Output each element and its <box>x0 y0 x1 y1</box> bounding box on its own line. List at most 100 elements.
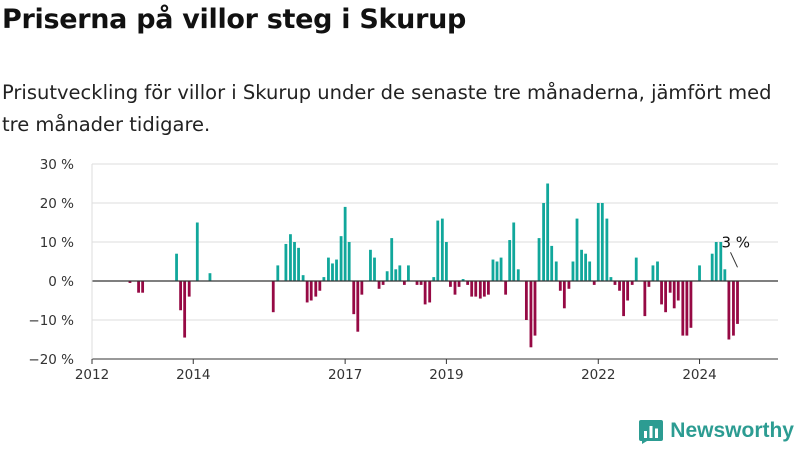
x-tick: 2022 <box>581 359 615 383</box>
price-change-bar-chart: 2012 2014 2017 2019 2022 2024 −20 % −10 % 0 % 10… <box>28 157 778 383</box>
bar <box>432 277 436 281</box>
y-tick: −20 % <box>28 352 74 368</box>
bar <box>457 281 461 287</box>
bar <box>681 281 685 336</box>
y-tick-label: 20 % <box>40 196 74 212</box>
bar <box>727 281 731 340</box>
y-tick-label: 10 % <box>40 235 74 251</box>
bar <box>596 203 600 281</box>
bar <box>322 277 326 281</box>
bar <box>495 261 499 281</box>
bar <box>550 245 554 281</box>
bar <box>428 281 432 303</box>
bar <box>609 277 613 281</box>
bar <box>580 249 583 281</box>
bar <box>179 281 182 311</box>
bar <box>377 281 381 289</box>
bar <box>588 261 592 281</box>
bar <box>407 265 410 281</box>
bar <box>664 281 668 313</box>
x-axis: 2012 2014 2017 2019 2022 2024 <box>75 358 778 383</box>
bar <box>195 222 199 281</box>
bar <box>331 263 334 281</box>
x-tick-label: 2024 <box>682 367 716 383</box>
y-tick: 10 % <box>40 235 74 251</box>
x-tick: 2014 <box>176 359 210 383</box>
bar <box>385 271 389 281</box>
bar <box>584 253 588 281</box>
bar <box>352 281 356 315</box>
bar <box>542 203 545 281</box>
bar <box>137 281 140 293</box>
bar <box>369 249 372 281</box>
bar <box>335 259 338 281</box>
bar <box>390 238 394 281</box>
bar <box>533 281 537 336</box>
bar <box>723 269 727 281</box>
bar <box>668 281 672 293</box>
bar <box>710 253 714 281</box>
bar <box>128 281 132 283</box>
bar <box>141 281 145 293</box>
page-subtitle: Prisutveckling för villor i Skurup under… <box>2 81 772 136</box>
bar <box>293 242 296 281</box>
bar <box>289 234 292 281</box>
bar <box>423 281 427 305</box>
bar <box>672 281 676 309</box>
bar <box>592 281 596 285</box>
bar <box>314 281 318 297</box>
bar <box>402 281 406 285</box>
bar <box>297 247 300 281</box>
x-tick: 2017 <box>328 359 362 383</box>
newsworthy-logo: Newsworthy <box>638 418 794 444</box>
bar <box>440 218 444 281</box>
grid-lines <box>92 163 778 360</box>
bar <box>575 218 579 281</box>
bar <box>461 279 465 281</box>
bar <box>360 281 364 295</box>
x-tick-label: 2019 <box>429 367 463 383</box>
bar <box>398 265 402 281</box>
bar <box>449 281 452 287</box>
bar <box>343 206 347 281</box>
bar <box>491 259 495 281</box>
y-tick: 20 % <box>40 196 74 212</box>
bar <box>339 236 343 281</box>
x-tick-label: 2022 <box>581 367 615 383</box>
bar <box>373 257 376 281</box>
bar <box>347 242 351 281</box>
annotation-line <box>730 252 738 268</box>
bar <box>719 242 723 281</box>
bar <box>660 281 663 305</box>
bar <box>478 281 482 299</box>
bar <box>327 257 330 281</box>
bar <box>698 265 701 281</box>
bar-chart-logo-icon <box>639 420 664 444</box>
bar <box>524 281 528 320</box>
bar <box>175 253 178 281</box>
bar <box>301 275 305 281</box>
x-tick-label: 2017 <box>328 367 362 383</box>
x-tick-label: 2012 <box>75 367 109 383</box>
bar <box>318 281 322 291</box>
bar <box>546 183 550 281</box>
bar <box>356 281 360 332</box>
bar <box>183 281 187 338</box>
bar <box>436 220 440 281</box>
bar <box>470 281 474 297</box>
y-tick-label: 0 % <box>48 274 74 290</box>
annotation-label: 3 % <box>721 233 750 251</box>
bar <box>381 281 385 285</box>
bar <box>554 261 558 281</box>
bar <box>512 222 516 281</box>
bar <box>571 261 575 281</box>
bar <box>504 281 508 295</box>
annotations: 3 % <box>721 233 750 268</box>
bar <box>736 281 739 324</box>
bar <box>647 281 651 287</box>
bar <box>482 281 486 297</box>
bar <box>487 281 490 295</box>
bar <box>613 281 617 285</box>
brand-name: Newsworthy <box>670 419 794 442</box>
bar <box>305 281 309 303</box>
